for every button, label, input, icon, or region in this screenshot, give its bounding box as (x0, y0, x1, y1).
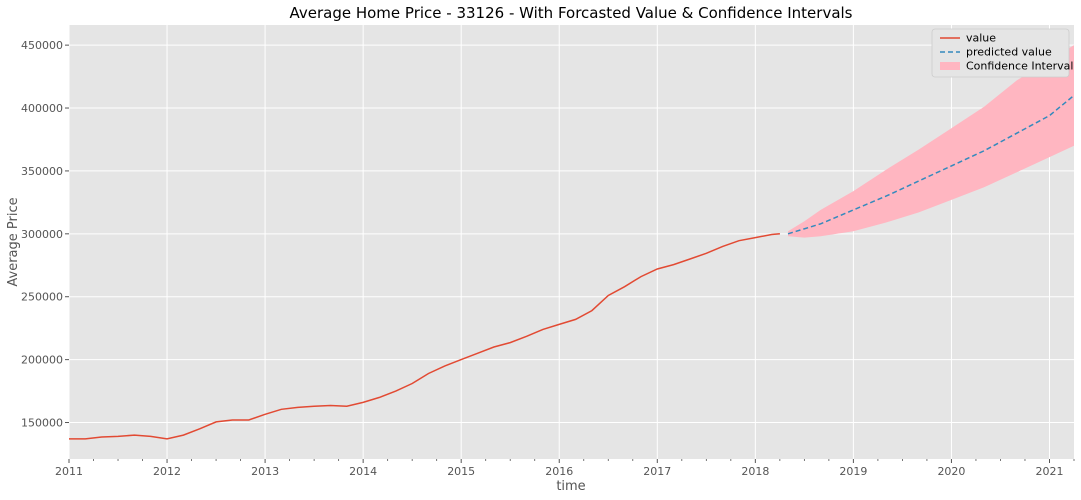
legend-label-predicted: predicted value (966, 46, 1052, 59)
x-tick-label: 2013 (251, 465, 279, 478)
legend-box (931, 28, 1070, 78)
x-tick-label: 2015 (447, 465, 475, 478)
y-axis-label: Average Price (6, 197, 21, 286)
legend-swatch-confidence (940, 62, 960, 70)
x-axis: 2011 2012 2013 2014 2015 2016 2017 2018 2019 2020… (55, 459, 1075, 478)
x-tick-label: 2019 (839, 465, 867, 478)
confidence-interval-area (788, 45, 1074, 238)
series-line-predicted (787, 94, 1075, 235)
x-tick-label: 2018 (741, 465, 769, 478)
x-tick-label: 2014 (349, 465, 377, 478)
y-tick-label: 350000 (21, 165, 63, 178)
confidence-band (788, 45, 1074, 238)
y-tick-label: 400000 (21, 102, 63, 115)
y-tick-label: 200000 (21, 354, 63, 367)
chart-title: Average Home Price - 33126 - With Forcas… (289, 4, 852, 22)
plot-background (69, 25, 1074, 459)
series-line-value (69, 233, 780, 440)
legend: value predicted value Confidence Interva… (931, 28, 1073, 78)
x-tick-label: 2020 (937, 465, 965, 478)
x-tick-label: 2021 (1035, 465, 1063, 478)
legend-label-value: value (966, 32, 996, 45)
x-tick-label: 2012 (153, 465, 181, 478)
legend-label-confidence: Confidence Interval (966, 60, 1073, 73)
x-tick-label: 2016 (545, 465, 573, 478)
y-tick-label: 150000 (21, 417, 63, 430)
series-layer (69, 94, 1075, 440)
y-tick-label: 300000 (21, 228, 63, 241)
y-axis: 150000 200000 250000 300000 350000 400000 4500… (21, 39, 69, 430)
y-tick-label: 450000 (21, 39, 63, 52)
y-tick-label: 250000 (21, 291, 63, 304)
x-tick-label: 2017 (643, 465, 671, 478)
x-tick-label: 2011 (55, 465, 83, 478)
x-axis-label: time (556, 479, 585, 494)
